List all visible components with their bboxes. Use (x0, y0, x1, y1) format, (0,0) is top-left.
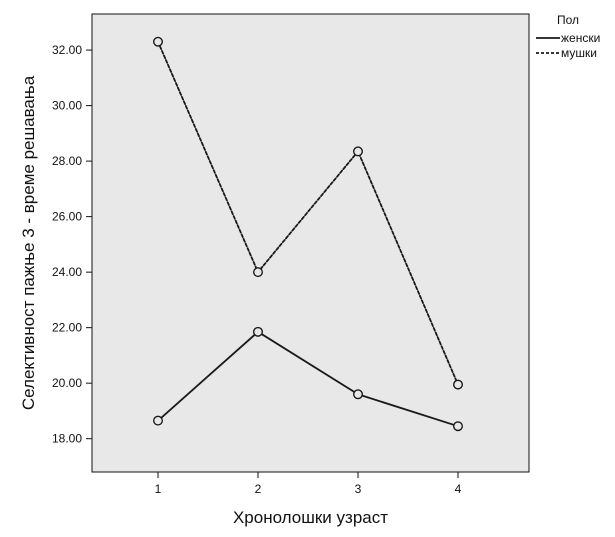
legend-label-1: женски (561, 31, 600, 45)
y-tick-label: 20.00 (52, 376, 82, 390)
series-1-point (353, 389, 364, 400)
y-tick-label: 24.00 (52, 265, 82, 279)
series-layer (152, 36, 464, 432)
x-tick-label: 2 (255, 482, 262, 496)
series-2-point (453, 379, 464, 390)
series-2-point (152, 36, 163, 47)
y-tick-label: 28.00 (52, 154, 82, 168)
y-axis-label: Селективност пажње 3 - време решавања (19, 75, 38, 410)
series-1-point (252, 326, 263, 337)
series-line-2 (157, 40, 459, 386)
series-line-1 (157, 330, 459, 428)
x-tick-label: 3 (355, 482, 362, 496)
x-tick-label: 1 (155, 482, 162, 496)
series-1-point (453, 421, 464, 432)
x-axis-label: Хронолошки узраст (233, 508, 388, 527)
legend-label-2: мушки (561, 46, 597, 60)
y-tick-label: 32.00 (52, 43, 82, 57)
legend-title: Пол (557, 13, 579, 27)
series-1-point (152, 415, 163, 426)
axes: 18.00 20.00 22.00 24.00 26.00 28.00 30.00 32.00… (52, 43, 462, 496)
series-2-point (353, 146, 364, 157)
y-tick-label: 30.00 (52, 99, 82, 113)
x-tick-label: 4 (455, 482, 462, 496)
y-tick-label: 26.00 (52, 210, 82, 224)
y-tick-label: 22.00 (52, 321, 82, 335)
plot-area (91, 13, 530, 473)
y-tick-label: 18.00 (52, 432, 82, 446)
series-2-point (252, 267, 263, 278)
